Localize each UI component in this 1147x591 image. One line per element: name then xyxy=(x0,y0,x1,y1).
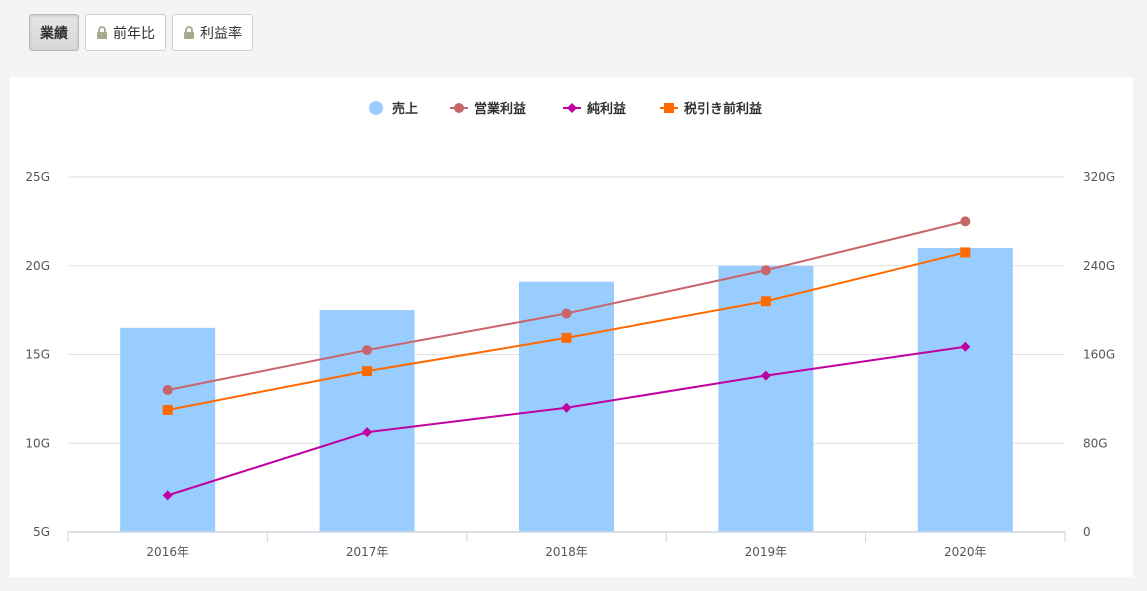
legend-marker xyxy=(567,103,577,113)
left-tick-label: 10G xyxy=(25,436,50,450)
pretax-profit-point xyxy=(362,366,373,377)
x-tick-label: 2017年 xyxy=(346,545,389,559)
operating-profit-point xyxy=(162,385,173,395)
chart-panel: 5G 0 10G 80G 15G 160G 20G 240G 25G 320G 2016年 2017年… xyxy=(10,77,1133,577)
right-tick-label: 320G xyxy=(1083,170,1115,184)
x-tick-label: 2018年 xyxy=(545,545,588,559)
net-profit-point xyxy=(162,490,173,501)
pretax-profit-point xyxy=(760,296,771,307)
legend-pretax-profit: 税引き前利益 xyxy=(660,101,762,117)
legend-net-profit: 純利益 xyxy=(563,101,626,117)
pretax-profit-point xyxy=(162,404,173,415)
legend-label: 売上 xyxy=(392,101,418,117)
bar xyxy=(718,265,814,532)
right-tick-label: 160G xyxy=(1083,348,1115,362)
tab-performance-label: 業績 xyxy=(40,25,68,42)
bar xyxy=(917,248,1013,532)
left-tick-label: 25G xyxy=(25,170,50,184)
lock-icon xyxy=(96,26,108,39)
operating-profit-point xyxy=(561,308,572,319)
x-tick-label: 2020年 xyxy=(944,545,987,559)
legend-label: 純利益 xyxy=(587,101,626,117)
left-tick-label: 5G xyxy=(33,525,50,539)
chart: 5G 0 10G 80G 15G 160G 20G 240G 25G 320G 2016年 2017年… xyxy=(25,101,1115,559)
legend-marker xyxy=(369,101,383,115)
tab-margin-label: 利益率 xyxy=(200,25,242,42)
operating-profit-point xyxy=(760,265,771,276)
net-profit-point xyxy=(960,341,971,352)
legend-sales: 売上 xyxy=(369,101,418,117)
net-profit-point xyxy=(362,427,373,438)
tab-yoy-label: 前年比 xyxy=(113,25,155,42)
legend-marker xyxy=(664,103,674,113)
net-profit-point xyxy=(760,370,771,381)
tab-bar: 業績 前年比 利益率 xyxy=(29,14,253,51)
tab-margin[interactable]: 利益率 xyxy=(172,14,253,51)
tab-yoy[interactable]: 前年比 xyxy=(85,14,166,51)
pretax-profit-point xyxy=(960,247,971,258)
right-tick-label: 240G xyxy=(1083,259,1115,273)
legend-label: 営業利益 xyxy=(474,101,526,117)
x-tick-label: 2019年 xyxy=(745,545,788,559)
operating-profit-point xyxy=(362,345,373,356)
legend-label: 税引き前利益 xyxy=(684,101,762,117)
right-tick-label: 0 xyxy=(1083,525,1091,539)
right-tick-label: 80G xyxy=(1083,436,1108,450)
bar xyxy=(120,327,216,532)
net-profit-point xyxy=(561,402,572,413)
lock-icon xyxy=(183,26,195,39)
operating-profit-point xyxy=(960,216,971,227)
x-tick-label: 2016年 xyxy=(146,545,189,559)
left-tick-label: 15G xyxy=(25,348,50,362)
legend-marker xyxy=(454,103,464,113)
legend-operating-profit: 営業利益 xyxy=(450,101,526,117)
pretax-profit-point xyxy=(561,332,572,343)
left-tick-label: 20G xyxy=(25,259,50,273)
tab-performance[interactable]: 業績 xyxy=(29,14,79,51)
